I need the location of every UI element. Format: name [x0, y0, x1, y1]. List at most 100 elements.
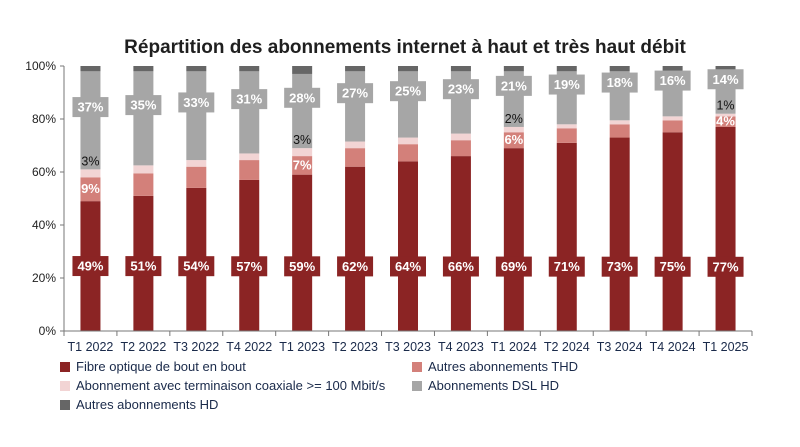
- data-label-fibre: 71%: [554, 259, 580, 274]
- data-label-dsl: 35%: [130, 98, 156, 113]
- x-axis: T1 2022 T2 2022 T3 2022 T4 2022 T1 2023 T2 20…: [63, 330, 753, 354]
- bar-segment: [345, 66, 366, 72]
- bar-segment: [239, 179, 260, 331]
- data-label-thd: 4%: [716, 114, 735, 129]
- data-label-dsl-box: [548, 74, 585, 95]
- bar-segment: [239, 160, 260, 180]
- data-label-fibre: 77%: [713, 259, 739, 274]
- x-tick-label: T3 2022: [173, 340, 219, 354]
- data-label-dsl: 16%: [660, 73, 686, 88]
- x-tick-label: T3 2024: [597, 340, 643, 354]
- data-label-dsl: 27%: [342, 86, 368, 101]
- bar-segment: [556, 142, 577, 331]
- legend-swatch: [60, 400, 70, 410]
- y-tick-label: 0%: [39, 324, 57, 338]
- y-tick-label: 40%: [32, 218, 56, 232]
- x-tick-label: T4 2024: [650, 340, 696, 354]
- bar-segment: [450, 140, 471, 157]
- data-label-fibre-box: [390, 256, 426, 277]
- x-tick-label: T2 2023: [332, 340, 378, 354]
- data-label-fibre-box: [178, 256, 215, 277]
- data-label-dsl-box: [178, 92, 215, 113]
- data-label-dsl-box: [125, 95, 162, 116]
- bar-segment: [715, 116, 736, 127]
- bar-segment: [292, 174, 313, 331]
- x-tick-label: T3 2023: [385, 340, 431, 354]
- data-labels-group: 49% 9% 3% 37% 51% 35% 54% 33% 57% 31% 59% 7% 3% 28% 62…: [72, 69, 744, 277]
- bar-segment: [450, 156, 471, 331]
- bar-segment: [715, 66, 736, 72]
- data-label-fibre-box: [72, 256, 109, 277]
- data-label-dsl-box: [654, 70, 691, 91]
- bar-segment: [292, 148, 313, 157]
- data-label-fibre-box: [284, 256, 321, 277]
- bar-segment: [345, 71, 366, 142]
- bar-segment: [292, 156, 313, 175]
- data-label-dsl: 19%: [554, 77, 580, 92]
- data-label-thd: 9%: [81, 181, 100, 196]
- bar-segment: [80, 177, 101, 202]
- data-label-dsl: 33%: [183, 95, 209, 110]
- data-label-dsl-box: [390, 81, 426, 102]
- bar-segment: [133, 165, 154, 174]
- bar-segment: [662, 120, 683, 133]
- bar-segment: [503, 132, 524, 149]
- bar-segment: [398, 137, 418, 145]
- data-label-fibre: 66%: [448, 259, 474, 274]
- y-tick-label: 60%: [32, 165, 56, 179]
- data-label-dsl: 14%: [713, 72, 739, 87]
- bar-segment: [609, 66, 630, 72]
- bar-segment: [556, 128, 577, 143]
- data-label-dsl-box: [72, 97, 109, 118]
- bar-segment: [662, 66, 683, 72]
- x-tick-label: T4 2023: [438, 340, 484, 354]
- data-label-dsl-box: [231, 89, 268, 110]
- bar-segment: [345, 141, 366, 149]
- y-tick-label: 100%: [25, 59, 56, 73]
- bar-segment: [715, 126, 736, 331]
- data-label-dsl-box: [495, 75, 532, 96]
- data-label-dsl-box: [601, 72, 638, 93]
- bar-segment: [345, 166, 366, 331]
- bar-segment: [398, 66, 418, 72]
- bar-segment: [556, 66, 577, 72]
- bar-segment: [239, 66, 260, 72]
- data-label-fibre: 64%: [395, 259, 421, 274]
- bar-segment: [186, 71, 207, 161]
- data-label-fibre-box: [231, 256, 268, 277]
- data-label-fibre: 49%: [77, 259, 103, 274]
- bar-segment: [239, 71, 260, 154]
- data-label-dsl: 37%: [77, 100, 103, 115]
- data-label-dsl-box: [442, 79, 479, 100]
- legend-label: Abonnements DSL HD: [428, 378, 559, 393]
- bar-segment: [609, 137, 630, 331]
- x-tick-label: T1 2023: [279, 340, 325, 354]
- data-label-fibre-box: [442, 256, 479, 277]
- bar-segment: [450, 133, 471, 141]
- data-label-fibre-box: [601, 256, 638, 277]
- data-label-fibre-box: [654, 256, 691, 277]
- chart-title: Répartition des abonnements internet à h…: [124, 37, 686, 58]
- data-label-fibre: 57%: [236, 259, 262, 274]
- data-label-fibre: 62%: [342, 259, 368, 274]
- data-label-thd: 6%: [504, 132, 523, 147]
- y-tick-label: 20%: [32, 271, 56, 285]
- bar-segment: [186, 166, 207, 188]
- data-label-fibre-box: [707, 256, 744, 277]
- bar-segment: [715, 113, 736, 117]
- bar-segment: [80, 66, 101, 72]
- bar-segment: [503, 148, 524, 331]
- bar-segment: [80, 169, 101, 178]
- x-tick-label: T2 2024: [544, 340, 590, 354]
- y-axis: 0% 20% 40% 60% 80% 100%: [25, 59, 65, 338]
- legend-swatch: [412, 362, 422, 372]
- data-label-coax: 2%: [505, 112, 523, 126]
- legend-label: Abonnement avec terminaison coaxiale >= …: [76, 378, 386, 393]
- bar-segment: [450, 66, 471, 72]
- bar-segment: [186, 160, 207, 167]
- x-tick-label: T2 2022: [120, 340, 166, 354]
- bar-segment: [133, 66, 154, 72]
- data-label-fibre: 51%: [130, 259, 156, 274]
- legend-label: Autres abonnements THD: [428, 359, 578, 374]
